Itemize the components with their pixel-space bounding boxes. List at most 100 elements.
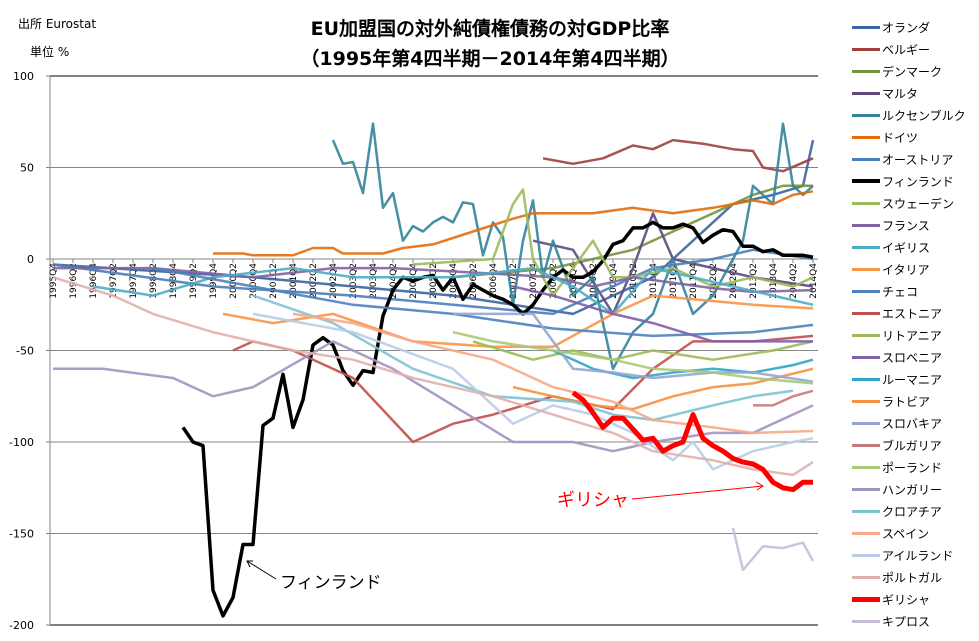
x-tick-label: 1996Q4 bbox=[89, 263, 99, 299]
legend-item: ハンガリー bbox=[852, 478, 966, 500]
legend-swatch bbox=[852, 377, 880, 381]
legend-label: ブルガリア bbox=[882, 438, 942, 453]
x-tick-label: 2000Q2 bbox=[229, 263, 239, 299]
legend-swatch bbox=[852, 619, 880, 623]
legend-label: ポルトガル bbox=[882, 570, 943, 585]
series-line-2 bbox=[452, 184, 813, 279]
legend-swatch bbox=[852, 487, 880, 491]
legend-label: エストニア bbox=[882, 306, 943, 321]
series-line-22 bbox=[252, 294, 794, 422]
legend-item: イタリア bbox=[852, 258, 966, 280]
legend-item: キプロス bbox=[852, 610, 966, 632]
finland-arrowhead-icon bbox=[246, 560, 253, 568]
series-line-27 bbox=[731, 527, 815, 572]
series-line-1 bbox=[542, 138, 814, 173]
legend-item: ルクセンブルク bbox=[852, 104, 966, 126]
legend-swatch bbox=[852, 179, 880, 183]
legend-swatch bbox=[852, 399, 880, 403]
series-line-3 bbox=[532, 212, 814, 316]
x-tick-label: 2011Q2 bbox=[669, 263, 679, 299]
y-tick-label: -200 bbox=[9, 619, 34, 632]
legend-item: マルタ bbox=[852, 82, 966, 104]
legend-swatch bbox=[852, 223, 880, 227]
series-line-6 bbox=[52, 248, 814, 316]
x-tick-label: 1999Q4 bbox=[209, 263, 219, 299]
legend-item: フランス bbox=[852, 214, 966, 236]
x-tick-label: 2013Q2 bbox=[749, 263, 759, 299]
legend-item: オランダ bbox=[852, 16, 966, 38]
x-tick-label: 2003Q2 bbox=[349, 263, 359, 299]
legend-swatch bbox=[852, 135, 880, 139]
legend-swatch bbox=[852, 509, 880, 513]
legend-label: クロアチア bbox=[882, 504, 942, 519]
series-line-0 bbox=[52, 139, 815, 316]
finland-arrow-icon bbox=[246, 560, 277, 580]
x-tick-label: 1999Q2 bbox=[189, 263, 199, 299]
series-line-5 bbox=[213, 190, 814, 257]
x-tick-label: 1997Q2 bbox=[109, 263, 119, 299]
unit-label: 単位 % bbox=[30, 45, 70, 59]
legend-label: チェコ bbox=[882, 284, 919, 299]
x-tick-label: 1997Q4 bbox=[129, 263, 139, 299]
legend-swatch bbox=[852, 443, 880, 447]
legend-label: ギリシャ bbox=[882, 592, 931, 607]
x-tick-label: 2002Q4 bbox=[329, 263, 339, 299]
legend-label: マルタ bbox=[882, 86, 919, 101]
x-tick-label: 2014Q4 bbox=[809, 263, 819, 299]
x-tick-label: 1995Q4 bbox=[49, 263, 59, 299]
series-line-23 bbox=[292, 312, 814, 435]
x-tick-label: 2010Q2 bbox=[629, 263, 639, 299]
y-tick-label: 50 bbox=[20, 162, 34, 175]
legend-item: ルーマニア bbox=[852, 368, 966, 390]
legend-label: スロベニア bbox=[882, 350, 943, 365]
legend-item: ギリシャ bbox=[852, 588, 966, 610]
legend-item: ドイツ bbox=[852, 126, 966, 148]
x-tick-label: 2014Q2 bbox=[789, 263, 799, 299]
legend-swatch bbox=[852, 157, 880, 161]
x-tick-label: 2003Q4 bbox=[369, 263, 379, 299]
legend-swatch bbox=[852, 311, 880, 315]
series-line-17 bbox=[512, 367, 814, 411]
legend-swatch bbox=[852, 421, 880, 425]
legend-swatch bbox=[852, 201, 880, 205]
legend-swatch bbox=[852, 531, 880, 535]
x-tick-label: 2006Q4 bbox=[489, 263, 499, 299]
x-tick-label: 2004Q2 bbox=[389, 263, 399, 299]
finland-annotation: フィンランド bbox=[280, 573, 382, 593]
legend-item: ブルガリア bbox=[852, 434, 966, 456]
legend-label: ラトビア bbox=[882, 394, 931, 409]
legend-item: フィンランド bbox=[852, 170, 966, 192]
legend-swatch bbox=[852, 25, 880, 29]
legend-label: スウェーデン bbox=[882, 196, 955, 211]
legend-label: オランダ bbox=[882, 20, 931, 35]
x-tick-label: 2006Q2 bbox=[469, 263, 479, 299]
series-line-20 bbox=[452, 330, 814, 385]
legend-label: リトアニア bbox=[882, 328, 942, 343]
legend-label: フランス bbox=[882, 218, 930, 233]
legend-swatch bbox=[852, 113, 880, 117]
legend-item: イギリス bbox=[852, 236, 966, 258]
x-tick-label: 2005Q2 bbox=[429, 263, 439, 299]
legend-label: ルーマニア bbox=[882, 372, 943, 387]
legend-label: アイルランド bbox=[882, 548, 954, 563]
series-line-18 bbox=[453, 312, 814, 383]
y-tick-label: -100 bbox=[9, 436, 34, 449]
x-tick-label: 2008Q4 bbox=[569, 263, 579, 299]
legend-item: アイルランド bbox=[852, 544, 966, 566]
legend: オランダ ベルギー デンマーク マルタ ルクセンブルク ドイツ オーストリア フィンランド スウ… bbox=[852, 16, 966, 632]
legend-item: スロバキア bbox=[852, 412, 966, 434]
x-tick-label: 1996Q2 bbox=[69, 263, 79, 299]
series-line-26 bbox=[571, 390, 813, 493]
legend-item: チェコ bbox=[852, 280, 966, 302]
legend-item: クロアチア bbox=[852, 500, 966, 522]
legend-label: ルクセンブルク bbox=[882, 108, 966, 123]
series-line-7 bbox=[181, 220, 814, 618]
legend-item: デンマーク bbox=[852, 60, 966, 82]
series-line-11 bbox=[222, 294, 814, 349]
legend-label: イタリア bbox=[882, 262, 930, 277]
legend-item: ラトビア bbox=[852, 390, 966, 412]
x-tick-label: 1998Q2 bbox=[149, 263, 159, 299]
legend-swatch bbox=[852, 355, 880, 359]
source-label: 出所 Eurostat bbox=[18, 17, 97, 31]
